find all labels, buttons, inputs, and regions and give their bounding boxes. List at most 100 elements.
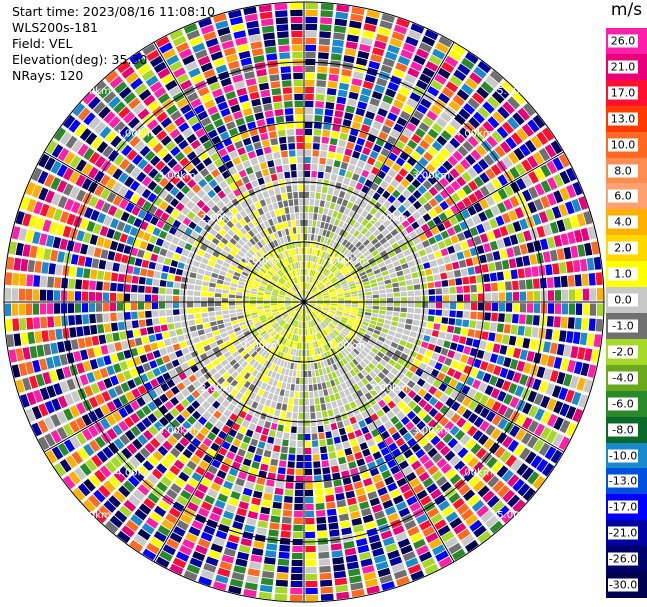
range-bin [286, 293, 293, 297]
range-bin [305, 496, 314, 504]
range-bin [305, 37, 317, 45]
range-bin [170, 407, 180, 418]
range-bin [326, 335, 332, 342]
range-bin [197, 110, 209, 121]
range-bin [219, 33, 233, 43]
range-bin [304, 363, 308, 371]
range-bin [256, 233, 263, 241]
range-bin [221, 40, 235, 50]
range-bin [82, 499, 96, 513]
range-bin [309, 297, 316, 300]
range-bin [426, 275, 434, 282]
range-bin [349, 401, 357, 409]
range-bin [362, 80, 374, 90]
range-bin [345, 41, 358, 50]
range-bin [123, 302, 131, 311]
range-bin [373, 554, 387, 564]
range-bin [515, 256, 524, 268]
range-bin [158, 302, 166, 309]
range-bin [275, 272, 282, 278]
range-bin [240, 57, 252, 66]
range-bin [80, 243, 89, 255]
range-bin [414, 302, 422, 308]
range-bin [365, 298, 373, 302]
range-bin [236, 288, 244, 292]
range-bin [135, 184, 146, 195]
range-bin [320, 579, 333, 587]
range-bin [185, 532, 198, 543]
range-bin [341, 470, 350, 479]
range-bin [332, 233, 338, 241]
range-bin [389, 556, 403, 567]
range-bin [301, 349, 304, 357]
range-bin [283, 323, 288, 329]
range-bin [182, 145, 193, 156]
range-bin [18, 362, 28, 377]
range-bin [379, 302, 387, 306]
range-bin [522, 417, 533, 430]
range-bin [590, 349, 600, 363]
range-bin [461, 421, 472, 433]
range-bin [309, 206, 314, 213]
range-bin [89, 359, 99, 370]
range-bin [274, 255, 280, 262]
range-bin [304, 198, 309, 206]
range-bin [312, 319, 316, 326]
range-bin [468, 400, 478, 411]
range-bin [106, 191, 117, 203]
range-bin [304, 468, 313, 476]
range-bin [491, 461, 503, 474]
range-bin [67, 303, 75, 314]
range-bin [382, 241, 391, 249]
range-bin [565, 184, 577, 199]
range-bin [355, 413, 363, 422]
range-bin [117, 273, 126, 283]
range-bin [271, 297, 278, 299]
range-bin [405, 279, 413, 286]
range-bin [420, 98, 432, 109]
range-bin [99, 225, 109, 237]
range-bin [354, 166, 363, 175]
range-bin [442, 287, 449, 294]
range-bin [146, 326, 155, 335]
range-bin [360, 258, 367, 265]
range-bin [506, 369, 515, 381]
range-bin [387, 135, 397, 145]
range-bin [497, 418, 508, 430]
range-bin [350, 351, 357, 358]
range-bin [251, 285, 259, 290]
range-bin [247, 262, 254, 268]
range-bin [270, 303, 278, 306]
range-bin [217, 190, 226, 199]
range-bin [547, 413, 558, 427]
range-bin [379, 298, 387, 302]
range-bin [310, 178, 317, 185]
range-bin [81, 178, 93, 191]
range-bin [308, 283, 311, 290]
range-bin [457, 145, 469, 157]
range-bin [227, 329, 235, 335]
range-bin [422, 180, 433, 190]
range-bin [256, 363, 263, 371]
range-bin [142, 43, 157, 56]
range-bin [396, 270, 404, 277]
range-bin [423, 151, 434, 162]
range-bin [419, 454, 430, 465]
range-bin [458, 336, 467, 345]
range-bin [550, 140, 563, 155]
range-bin [66, 378, 76, 391]
range-bin [390, 415, 400, 425]
range-bin [284, 331, 289, 338]
range-bin [348, 282, 356, 287]
range-bin [233, 565, 247, 574]
range-bin [57, 395, 68, 409]
range-bin [237, 333, 245, 340]
range-bin [342, 477, 352, 485]
range-bin [467, 135, 479, 148]
range-bin [194, 370, 203, 379]
range-bin [69, 420, 80, 433]
range-bin [264, 293, 271, 297]
range-bin [549, 221, 559, 234]
range-bin [467, 456, 479, 469]
range-bin [84, 336, 93, 348]
